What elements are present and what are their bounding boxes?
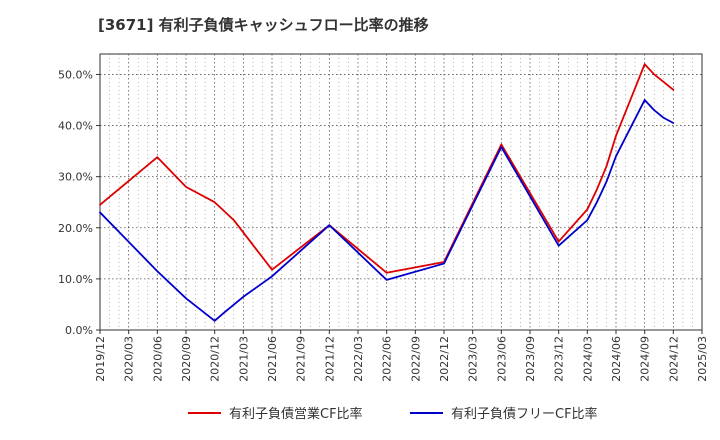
x-tick-label: 2023/03 (467, 336, 480, 382)
x-axis-ticks: 2019/12 2020/03 2020/06 2020/09 2020/12 2021/… (94, 330, 709, 382)
x-tick-label: 2020/12 (209, 336, 222, 382)
y-tick-label: 20.0% (58, 222, 93, 235)
legend-label-2: 有利子負債フリーCF比率 (451, 406, 598, 422)
x-tick-label: 2020/06 (151, 336, 164, 382)
x-tick-label: 2020/09 (180, 336, 193, 382)
x-tick-label: 2019/12 (94, 336, 107, 382)
x-tick-label: 2022/09 (409, 336, 422, 382)
x-tick-label: 2021/12 (323, 336, 336, 382)
series-lines (99, 63, 675, 322)
series-line-2 (99, 99, 675, 322)
x-tick-label: 2021/06 (266, 336, 279, 382)
plot-area (99, 53, 703, 331)
y-tick-label: 0.0% (65, 324, 93, 337)
y-tick-label: 10.0% (58, 273, 93, 286)
x-tick-label: 2025/03 (696, 336, 709, 382)
x-tick-label: 2020/03 (123, 336, 136, 382)
chart-title: [3671] 有利子負債キャッシュフロー比率の推移 (98, 16, 429, 34)
x-tick-label: 2023/12 (553, 336, 566, 382)
x-tick-label: 2022/12 (438, 336, 451, 382)
legend: 有利子負債営業CF比率 有利子負債フリーCF比率 (188, 406, 598, 422)
y-tick-label: 50.0% (58, 68, 93, 81)
x-tick-label: 2024/12 (667, 336, 680, 382)
x-tick-label: 2021/09 (295, 336, 308, 382)
x-tick-label: 2023/09 (524, 336, 537, 382)
x-tick-label: 2024/03 (581, 336, 594, 382)
x-tick-label: 2022/06 (381, 336, 394, 382)
x-tick-label: 2024/06 (610, 336, 623, 382)
y-tick-label: 40.0% (58, 120, 93, 133)
series-line-1 (99, 63, 675, 274)
grid (100, 54, 702, 330)
y-tick-label: 30.0% (58, 171, 93, 184)
x-tick-label: 2023/06 (495, 336, 508, 382)
legend-label-1: 有利子負債営業CF比率 (229, 406, 363, 422)
x-tick-label: 2022/03 (352, 336, 365, 382)
y-axis-ticks: 0.0% 10.0% 20.0% 30.0% 40.0% 50.0% (58, 68, 100, 337)
x-tick-label: 2021/03 (237, 336, 250, 382)
x-tick-label: 2024/09 (639, 336, 652, 382)
